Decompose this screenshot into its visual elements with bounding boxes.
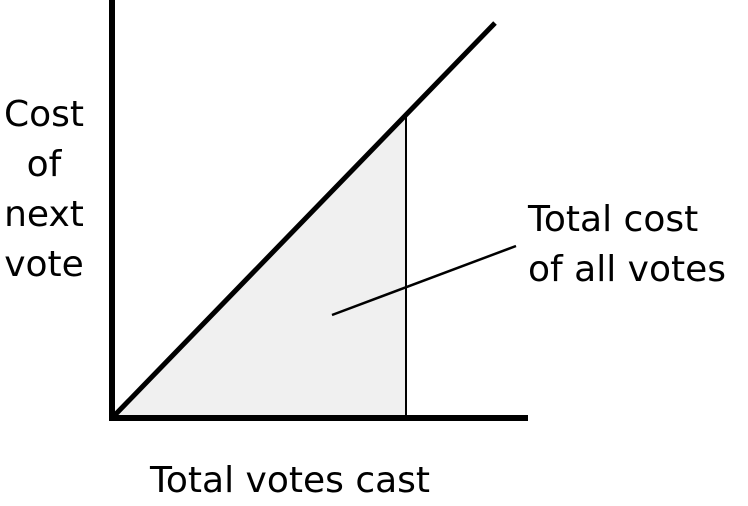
marginal-cost-line	[110, 21, 497, 420]
y-axis-label-line: vote	[4, 244, 84, 285]
y-axis-label-line: Cost	[3, 94, 85, 135]
y-axis-label: Cost of next vote	[0, 90, 88, 290]
x-axis-label: Total votes cast	[150, 460, 431, 501]
annotation-line: of all votes	[528, 249, 726, 290]
y-axis-label-line: next	[4, 194, 84, 235]
annotation-line: Total cost	[528, 199, 699, 240]
y-axis-label-line: of	[26, 144, 62, 185]
annotation-pointer	[331, 244, 517, 317]
total-cost-annotation: Total cost of all votes	[528, 195, 726, 295]
